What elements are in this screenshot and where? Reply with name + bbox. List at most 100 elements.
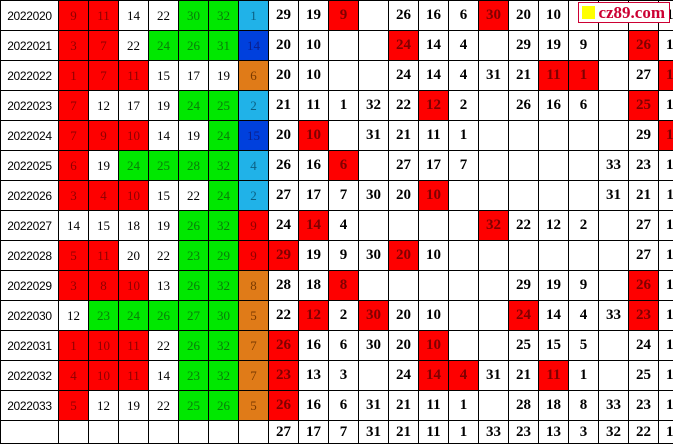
number-cell[interactable]: 8 — [568, 390, 599, 422]
number-cell[interactable]: 23 — [628, 390, 659, 422]
pool-cell[interactable]: 24 — [148, 30, 179, 62]
number-cell[interactable]: 13 — [538, 420, 569, 444]
number-cell[interactable]: 14 — [418, 60, 449, 92]
number-cell[interactable]: 4 — [568, 300, 599, 332]
pool-cell[interactable]: 24 — [208, 120, 239, 152]
number-cell[interactable]: 1 — [448, 390, 479, 422]
pool-cell[interactable] — [148, 420, 179, 444]
number-cell[interactable]: 23 — [628, 150, 659, 182]
number-cell[interactable]: 29 — [508, 30, 539, 62]
pool-cell[interactable]: 8 — [238, 270, 269, 302]
pool-cell[interactable]: 2 — [238, 180, 269, 212]
number-cell[interactable]: 24 — [388, 360, 419, 392]
number-cell[interactable]: 2 — [568, 210, 599, 242]
pool-cell[interactable]: 32 — [208, 210, 239, 242]
number-cell[interactable]: 21 — [508, 360, 539, 392]
number-cell[interactable]: 11 — [418, 390, 449, 422]
number-cell[interactable]: 32 — [358, 90, 389, 122]
number-cell[interactable] — [538, 150, 569, 182]
number-cell[interactable]: 11 — [418, 120, 449, 152]
number-cell[interactable]: 15 — [538, 330, 569, 362]
pool-cell[interactable]: 24 — [178, 90, 209, 122]
number-cell[interactable]: 32 — [598, 420, 629, 444]
number-cell[interactable]: 18 — [538, 390, 569, 422]
pool-cell[interactable] — [58, 420, 89, 444]
number-cell[interactable]: 24 — [268, 210, 299, 242]
pool-cell[interactable]: 23 — [88, 300, 119, 332]
number-cell[interactable]: 10 — [298, 120, 329, 152]
pool-cell[interactable]: 15 — [88, 210, 119, 242]
number-cell[interactable] — [328, 120, 359, 152]
number-cell[interactable]: 12 — [298, 300, 329, 332]
number-cell[interactable]: 31 — [358, 390, 389, 422]
number-cell[interactable] — [538, 120, 569, 152]
number-cell[interactable] — [448, 300, 479, 332]
pool-cell[interactable]: 19 — [88, 150, 119, 182]
pool-cell[interactable]: 26 — [178, 330, 209, 362]
number-cell[interactable]: 22 — [628, 420, 659, 444]
pool-cell[interactable]: 8 — [88, 270, 119, 302]
number-cell[interactable]: 14 — [418, 30, 449, 62]
pool-cell[interactable]: 11 — [88, 0, 119, 32]
pool-cell[interactable]: 32 — [208, 150, 239, 182]
number-cell[interactable]: 26 — [268, 390, 299, 422]
pool-cell[interactable]: 28 — [178, 150, 209, 182]
pool-cell[interactable]: 7 — [238, 330, 269, 362]
pool-cell[interactable]: 2 — [238, 90, 269, 122]
pool-cell[interactable]: 4 — [58, 360, 89, 392]
number-cell[interactable]: 21 — [388, 120, 419, 152]
number-cell[interactable]: 10 — [418, 240, 449, 272]
number-cell[interactable]: 11 — [538, 360, 569, 392]
pool-cell[interactable]: 19 — [178, 120, 209, 152]
pool-cell[interactable]: 14 — [148, 120, 179, 152]
number-cell[interactable]: 6 — [328, 150, 359, 182]
number-cell[interactable]: 26 — [388, 0, 419, 32]
number-cell[interactable]: 20 — [268, 120, 299, 152]
number-cell[interactable]: 24 — [628, 330, 659, 362]
number-cell[interactable]: 27 — [268, 420, 299, 444]
number-cell[interactable]: 26 — [628, 270, 659, 302]
number-cell[interactable]: 17 — [658, 210, 673, 242]
pool-cell[interactable]: 5 — [58, 240, 89, 272]
number-cell[interactable]: 11 — [298, 90, 329, 122]
pool-cell[interactable]: 30 — [178, 0, 209, 32]
number-cell[interactable]: 17 — [298, 420, 329, 444]
pool-cell[interactable] — [238, 420, 269, 444]
number-cell[interactable]: 19 — [538, 30, 569, 62]
pool-cell[interactable]: 22 — [148, 240, 179, 272]
pool-cell[interactable]: 19 — [148, 210, 179, 242]
number-cell[interactable] — [358, 210, 389, 242]
number-cell[interactable]: 9 — [568, 30, 599, 62]
pool-cell[interactable]: 14 — [118, 0, 149, 32]
number-cell[interactable] — [448, 330, 479, 362]
number-cell[interactable] — [568, 120, 599, 152]
number-cell[interactable]: 6 — [568, 90, 599, 122]
number-cell[interactable]: 3 — [328, 360, 359, 392]
number-cell[interactable]: 20 — [388, 330, 419, 362]
number-cell[interactable]: 19 — [538, 270, 569, 302]
number-cell[interactable]: 21 — [388, 420, 419, 444]
number-cell[interactable]: 30 — [358, 180, 389, 212]
pool-cell[interactable]: 14 — [148, 360, 179, 392]
pool-cell[interactable]: 19 — [208, 60, 239, 92]
number-cell[interactable]: 31 — [598, 180, 629, 212]
pool-cell[interactable]: 24 — [118, 300, 149, 332]
number-cell[interactable]: 4 — [448, 30, 479, 62]
number-cell[interactable]: 25 — [508, 330, 539, 362]
number-cell[interactable]: 19 — [658, 120, 673, 152]
number-cell[interactable]: 17 — [658, 240, 673, 272]
number-cell[interactable]: 29 — [508, 270, 539, 302]
pool-cell[interactable]: 22 — [178, 180, 209, 212]
number-cell[interactable] — [478, 150, 509, 182]
number-cell[interactable]: 27 — [268, 180, 299, 212]
pool-cell[interactable]: 24 — [118, 150, 149, 182]
number-cell[interactable]: 1 — [568, 360, 599, 392]
pool-cell[interactable]: 7 — [238, 360, 269, 392]
number-cell[interactable]: 16 — [538, 90, 569, 122]
number-cell[interactable]: 11 — [658, 180, 673, 212]
pool-cell[interactable]: 26 — [208, 390, 239, 422]
number-cell[interactable]: 20 — [508, 0, 539, 32]
pool-cell[interactable]: 32 — [208, 0, 239, 32]
number-cell[interactable] — [478, 180, 509, 212]
number-cell[interactable]: 16 — [298, 390, 329, 422]
